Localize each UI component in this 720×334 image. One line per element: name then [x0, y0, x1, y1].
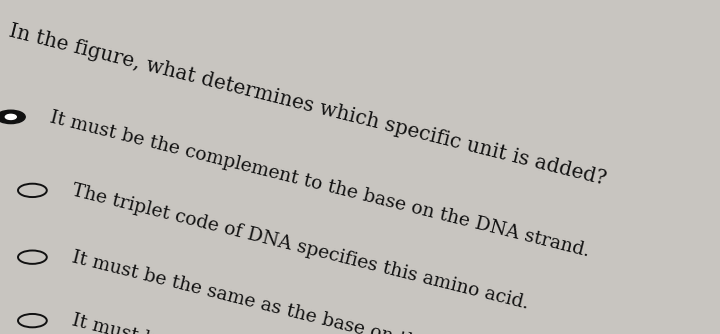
Text: In the figure, what determines which specific unit is added?: In the figure, what determines which spe… [7, 22, 608, 189]
Circle shape [5, 114, 17, 120]
Circle shape [0, 110, 25, 124]
Text: It must be a U if there is a T on the DNA strand.: It must be a U if there is a T on the DN… [70, 312, 518, 334]
Text: The triplet code of DNA specifies this amino acid.: The triplet code of DNA specifies this a… [70, 182, 531, 313]
Text: It must be the complement to the base on the DNA strand.: It must be the complement to the base on… [48, 108, 592, 260]
Text: It must be the same as the base on the DNA strand.: It must be the same as the base on the D… [70, 248, 550, 334]
